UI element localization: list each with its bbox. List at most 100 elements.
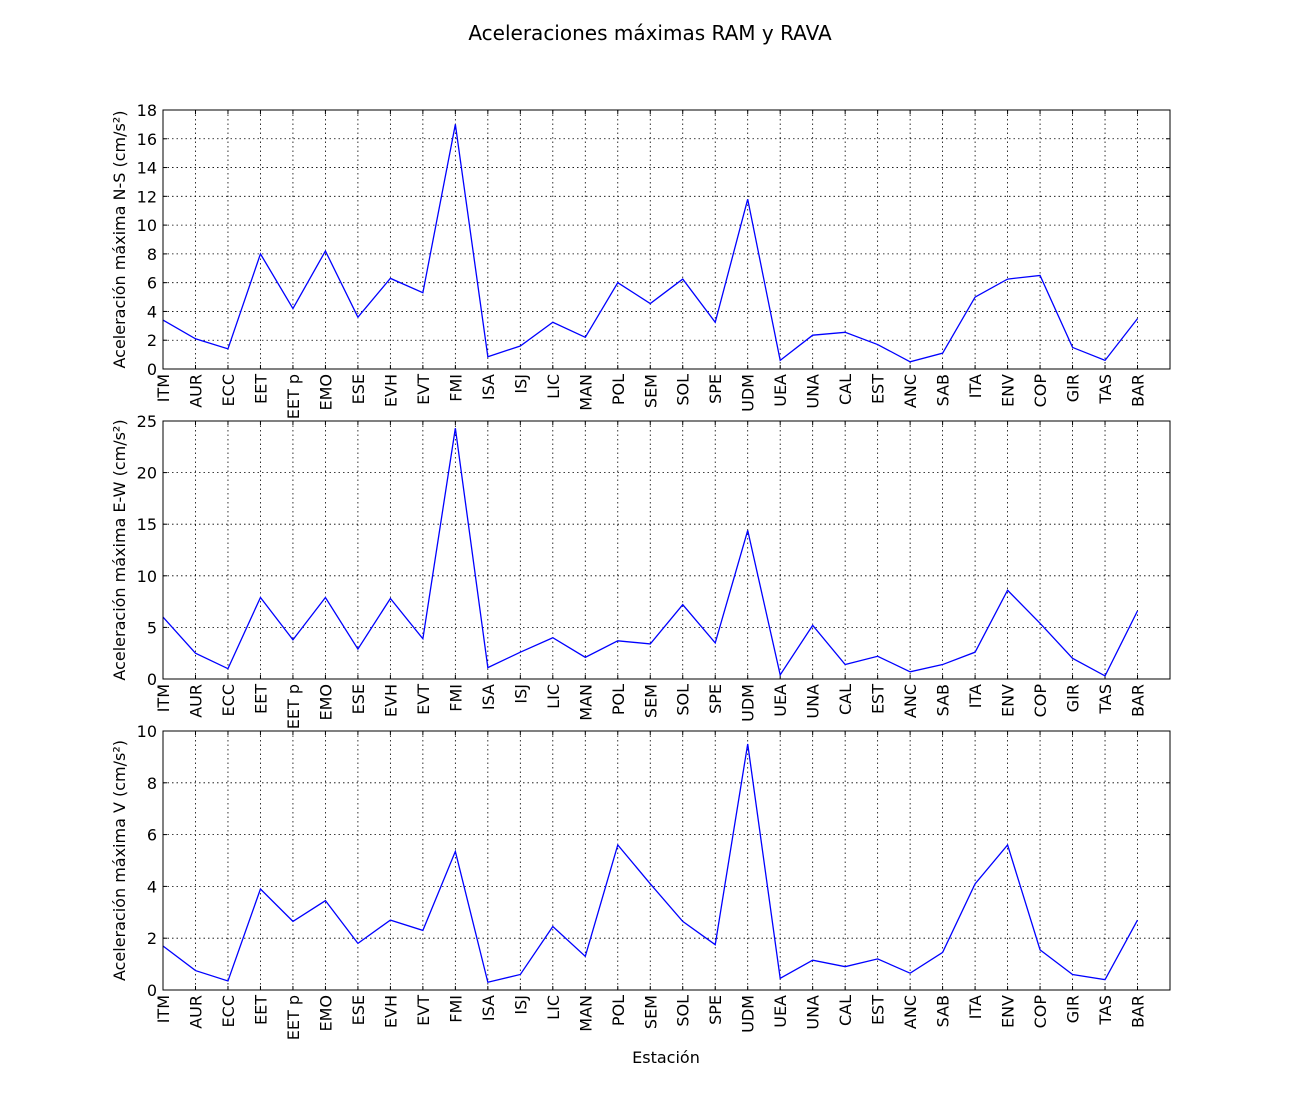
x-tick-label: SPE — [706, 995, 725, 1025]
x-tick-label: SAB — [934, 995, 953, 1027]
chart-title: Aceleraciones máximas RAM y RAVA — [468, 21, 832, 45]
x-tick-label: GIR — [1064, 995, 1083, 1023]
x-tick-label: SAB — [934, 684, 953, 716]
x-tick-label: UEA — [771, 374, 790, 407]
x-tick-label: POL — [609, 995, 628, 1026]
x-tick-label: ISJ — [511, 995, 530, 1015]
y-tick-label: 4 — [147, 877, 157, 896]
x-tick-label: ANC — [901, 684, 920, 718]
x-tick-label: ISJ — [511, 684, 530, 704]
x-tick-label: MAN — [576, 995, 595, 1032]
x-tick-label: SAB — [934, 374, 953, 406]
x-tick-label: LIC — [544, 995, 563, 1020]
y-tick-label: 20 — [137, 464, 157, 483]
x-tick-label: ANC — [901, 374, 920, 408]
x-tick-label: BAR — [1129, 684, 1148, 717]
x-tick-label: EET p — [284, 684, 303, 729]
y-tick-label: 10 — [137, 722, 157, 741]
y-axis-label: Aceleración máxima V (cm/s²) — [110, 740, 129, 981]
y-tick-label: 5 — [147, 618, 157, 637]
y-tick-label: 8 — [147, 774, 157, 793]
y-tick-label: 14 — [137, 159, 157, 178]
y-tick-label: 25 — [137, 412, 157, 431]
x-tick-label: UEA — [771, 995, 790, 1028]
x-tick-label: GIR — [1064, 684, 1083, 712]
x-tick-label: AUR — [186, 684, 205, 718]
x-tick-label: ITA — [966, 684, 985, 708]
x-tick-label: TAS — [1096, 684, 1115, 715]
x-tick-label: SPE — [706, 374, 725, 404]
x-tick-label: AUR — [186, 995, 205, 1029]
x-tick-label: MAN — [576, 684, 595, 721]
x-tick-label: EVH — [381, 995, 400, 1028]
x-tick-label: UNA — [804, 995, 823, 1030]
y-tick-label: 15 — [137, 515, 157, 534]
x-tick-label: LIC — [544, 684, 563, 709]
x-tick-label: EET — [251, 995, 270, 1025]
x-tick-label: ISJ — [511, 374, 530, 394]
x-tick-label: CAL — [836, 374, 855, 405]
x-tick-label: LIC — [544, 374, 563, 399]
subplot-2: 0 5 10 15 20 25 ITM AUR ECC EET EET p EMO ESE EVH EVT F… — [110, 412, 1171, 729]
x-tick-label: UDM — [739, 684, 758, 722]
plot-frame — [162, 730, 1171, 991]
x-tick-label: ISA — [479, 995, 498, 1021]
x-tick-label: ITA — [966, 374, 985, 398]
y-axis-label: Aceleración máxima N-S (cm/s²) — [110, 110, 129, 368]
x-axis-label: Estación — [632, 1048, 700, 1067]
subplot-3: 0 2 4 6 8 10 ITM AUR ECC EET EET p EMO ESE EVH EVT FMI I… — [110, 722, 1171, 1040]
x-tick-label: ECC — [219, 684, 238, 716]
x-tick-label: ITM — [154, 374, 173, 402]
x-tick-label: EMO — [316, 684, 335, 721]
x-tick-label: ENV — [999, 684, 1018, 717]
x-tick-label: SOL — [674, 995, 693, 1027]
y-tick-label: 0 — [147, 670, 157, 689]
y-tick-label: 16 — [137, 130, 157, 149]
x-tick-label: SEM — [641, 684, 660, 718]
x-tick-label: EST — [869, 995, 888, 1025]
y-tick-label: 10 — [137, 216, 157, 235]
plot-frame — [162, 420, 1171, 680]
x-tick-label: EVH — [381, 684, 400, 717]
x-tick-label: BAR — [1129, 374, 1148, 407]
y-tick-label: 2 — [147, 929, 157, 948]
x-tick-label: COP — [1031, 684, 1050, 718]
x-tick-label: EMO — [316, 374, 335, 411]
x-tick-label: ESE — [349, 995, 368, 1025]
x-tick-label: ESE — [349, 374, 368, 404]
x-tick-label: EVT — [414, 995, 433, 1026]
x-tick-label: ECC — [219, 995, 238, 1027]
x-tick-label: FMI — [446, 374, 465, 402]
subplot-1: 0 2 4 6 8 10 12 14 16 18 ITM AUR ECC EET EET p EMO ESE EV… — [110, 101, 1171, 419]
x-tick-label: BAR — [1129, 995, 1148, 1028]
x-tick-label: EST — [869, 684, 888, 714]
x-tick-label: EVH — [381, 374, 400, 407]
x-tick-label: SOL — [674, 684, 693, 716]
y-tick-label: 4 — [147, 302, 157, 321]
y-tick-label: 2 — [147, 331, 157, 350]
y-tick-label: 8 — [147, 245, 157, 264]
x-tick-label: FMI — [446, 995, 465, 1023]
x-tick-label: COP — [1031, 995, 1050, 1029]
series-line — [162, 743, 1139, 984]
x-tick-label: ISA — [479, 374, 498, 400]
x-tick-label: UEA — [771, 684, 790, 717]
x-tick-label: TAS — [1096, 995, 1115, 1026]
x-tick-label: SPE — [706, 684, 725, 714]
series-line — [162, 428, 1139, 677]
x-tick-label: ENV — [999, 374, 1018, 407]
x-tick-label: CAL — [836, 684, 855, 715]
x-tick-label: EET — [251, 684, 270, 714]
x-tick-label: FMI — [446, 684, 465, 712]
x-tick-label: EET p — [284, 374, 303, 419]
x-tick-label: ECC — [219, 374, 238, 406]
x-tick-label: POL — [609, 684, 628, 715]
x-tick-label: AUR — [186, 374, 205, 408]
x-tick-label: MAN — [576, 374, 595, 411]
y-tick-label: 0 — [147, 360, 157, 379]
y-tick-label: 18 — [137, 101, 157, 120]
plot-frame — [162, 109, 1171, 370]
x-tick-label: UDM — [739, 374, 758, 412]
y-axis-label: Aceleración máxima E-W (cm/s²) — [110, 419, 129, 680]
